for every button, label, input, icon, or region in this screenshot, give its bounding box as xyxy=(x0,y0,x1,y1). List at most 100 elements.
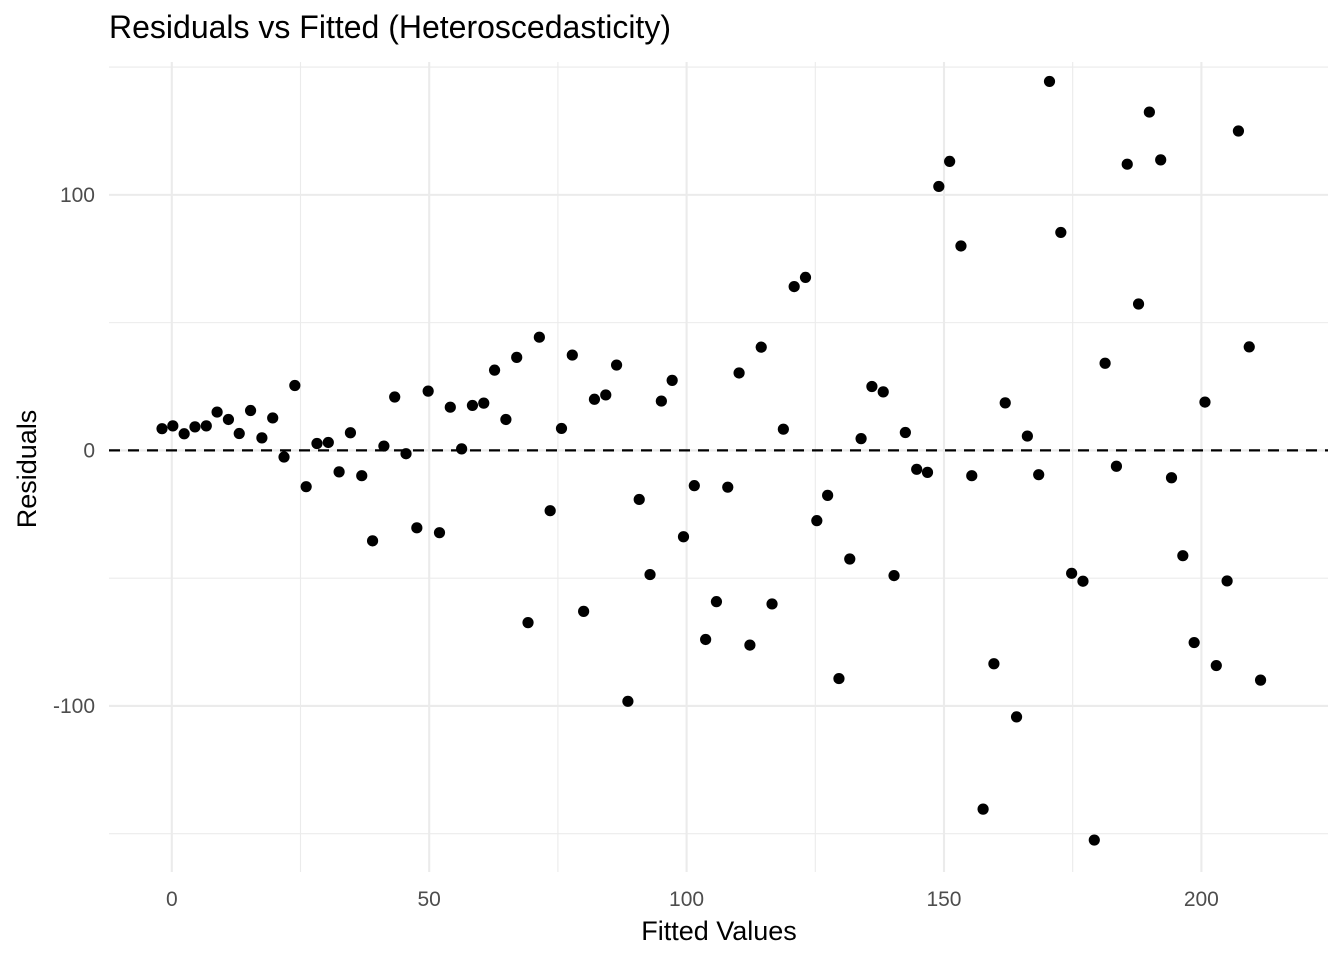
data-point xyxy=(456,443,468,455)
x-tick-label: 150 xyxy=(926,888,961,911)
data-point xyxy=(555,422,568,435)
data-point xyxy=(866,380,878,393)
data-point xyxy=(411,522,423,534)
data-point xyxy=(167,420,179,432)
data-point xyxy=(844,553,856,565)
data-point xyxy=(478,397,490,409)
data-point xyxy=(588,393,601,405)
data-point xyxy=(899,426,911,439)
data-point xyxy=(877,386,889,398)
data-point xyxy=(744,639,756,651)
x-axis-tick-labels: 0 50 100 150 200 xyxy=(166,888,1219,911)
data-point xyxy=(400,448,412,460)
y-axis-title: Residuals xyxy=(12,410,42,529)
data-point xyxy=(966,470,978,482)
data-point xyxy=(733,367,745,379)
data-point xyxy=(1132,298,1145,310)
data-point xyxy=(466,399,479,412)
data-point xyxy=(366,535,379,547)
data-point xyxy=(311,437,323,450)
data-point xyxy=(1210,659,1222,672)
data-point xyxy=(766,598,778,610)
x-tick-label: 0 xyxy=(166,888,178,911)
data-point xyxy=(788,281,800,293)
data-point xyxy=(1110,460,1123,472)
data-point xyxy=(833,672,845,685)
data-point xyxy=(1121,158,1133,170)
data-point xyxy=(1188,636,1200,649)
data-point xyxy=(156,423,168,435)
data-point xyxy=(278,451,290,463)
data-point xyxy=(267,412,279,424)
data-point xyxy=(422,385,434,397)
data-point xyxy=(500,413,512,426)
data-point xyxy=(755,341,767,353)
data-point xyxy=(1077,575,1089,587)
data-point xyxy=(544,505,556,517)
data-point xyxy=(600,389,612,401)
x-tick-label: 50 xyxy=(418,888,441,911)
x-tick-label: 200 xyxy=(1184,888,1219,911)
data-point xyxy=(1243,341,1255,353)
x-axis-title: Fitted Values xyxy=(641,916,797,946)
data-point xyxy=(1165,472,1178,484)
data-point xyxy=(666,374,678,386)
data-point xyxy=(256,432,268,444)
data-point xyxy=(344,427,357,439)
data-point xyxy=(200,420,212,432)
minor-gridlines xyxy=(109,62,1328,872)
data-point xyxy=(888,569,900,582)
data-point xyxy=(933,180,945,193)
data-point xyxy=(988,658,1000,670)
data-point xyxy=(244,404,257,417)
data-point xyxy=(533,331,545,343)
data-point xyxy=(522,617,534,629)
data-point xyxy=(289,379,301,392)
data-point xyxy=(799,271,812,284)
data-point xyxy=(633,493,645,506)
data-point xyxy=(688,480,700,492)
data-point xyxy=(333,466,345,478)
data-point xyxy=(488,364,501,376)
data-point xyxy=(1010,711,1023,723)
data-point xyxy=(722,481,734,493)
data-point xyxy=(1177,550,1189,562)
major-gridlines xyxy=(109,62,1328,872)
data-point xyxy=(511,351,523,363)
data-point xyxy=(977,803,989,815)
data-point xyxy=(1021,430,1033,442)
y-tick-label: 100 xyxy=(60,184,95,207)
data-point xyxy=(677,531,690,543)
data-point xyxy=(222,413,235,426)
data-point xyxy=(1066,567,1078,579)
data-points xyxy=(156,75,1267,846)
data-point xyxy=(622,695,634,707)
data-point xyxy=(322,436,334,449)
data-point xyxy=(578,605,590,617)
x-tick-label: 100 xyxy=(669,888,704,911)
data-point xyxy=(700,633,712,646)
data-point xyxy=(1143,106,1155,118)
data-point xyxy=(610,359,623,371)
data-point xyxy=(1155,154,1167,166)
y-axis-tick-labels: -100 0 100 xyxy=(53,184,95,718)
data-point xyxy=(356,470,368,482)
data-point xyxy=(1043,75,1056,88)
data-point xyxy=(710,596,723,608)
data-point xyxy=(1088,834,1100,846)
data-point xyxy=(178,428,190,440)
data-point xyxy=(433,527,446,539)
data-point xyxy=(1199,396,1211,408)
data-point xyxy=(300,481,312,493)
data-point xyxy=(921,466,934,478)
data-point xyxy=(811,515,823,527)
data-point xyxy=(189,421,201,433)
data-point xyxy=(1221,575,1233,587)
data-point xyxy=(644,568,656,581)
data-point xyxy=(822,489,834,501)
data-point xyxy=(655,395,667,407)
data-point xyxy=(999,397,1011,409)
data-point xyxy=(211,406,223,418)
